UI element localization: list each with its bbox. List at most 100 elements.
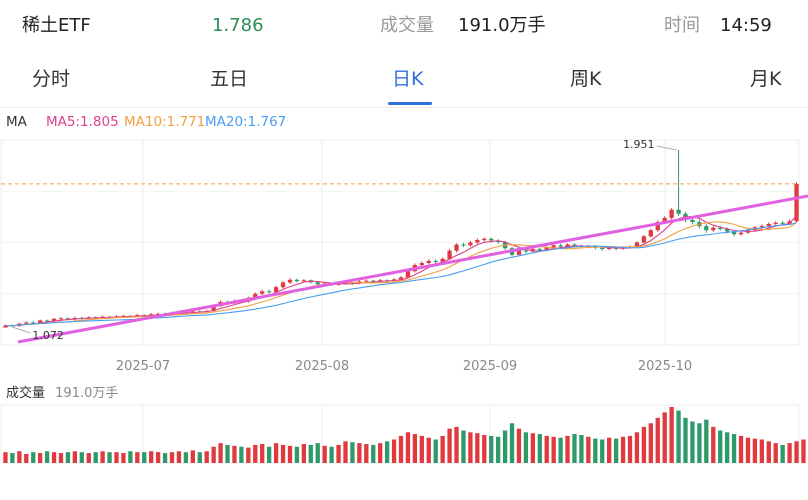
volume-bar bbox=[273, 443, 279, 463]
last-price: 1.786 bbox=[212, 15, 264, 36]
candle bbox=[537, 249, 542, 251]
volume-bar bbox=[579, 435, 584, 463]
volume-bar bbox=[384, 441, 390, 463]
ma20-line bbox=[5, 222, 797, 327]
ma20-value: MA20:1.767 bbox=[205, 114, 287, 130]
tab-weekly-k[interactable]: 周K bbox=[570, 68, 602, 90]
volume-bar bbox=[662, 412, 667, 463]
volume-bar bbox=[253, 444, 258, 463]
candle bbox=[565, 244, 570, 247]
volume-bar bbox=[100, 451, 105, 463]
volume-bar bbox=[440, 435, 445, 463]
candle bbox=[211, 306, 216, 311]
candle bbox=[523, 250, 529, 252]
volume-bar bbox=[669, 407, 674, 463]
candle bbox=[662, 217, 667, 222]
volume-bar bbox=[204, 451, 209, 463]
candle bbox=[648, 230, 653, 237]
candle bbox=[405, 271, 411, 278]
candle bbox=[38, 320, 43, 323]
candle bbox=[440, 258, 445, 262]
volume-panel-value: 191.0万手 bbox=[55, 386, 119, 401]
volume-bar bbox=[239, 446, 244, 463]
volume-bar bbox=[38, 453, 43, 463]
security-name[interactable]: 稀土ETF bbox=[22, 15, 91, 36]
candle bbox=[419, 263, 424, 266]
tab-five-day[interactable]: 五日 bbox=[210, 68, 249, 90]
volume-bar bbox=[343, 441, 348, 463]
candle bbox=[475, 240, 480, 243]
candle bbox=[586, 246, 591, 248]
candle bbox=[454, 244, 459, 251]
volume-bar bbox=[176, 451, 182, 463]
candle bbox=[759, 226, 764, 228]
volume-bar bbox=[17, 451, 22, 463]
volume-bar bbox=[613, 438, 619, 463]
volume-bar bbox=[766, 441, 771, 463]
x-tick-label: 2025-07 bbox=[116, 359, 170, 374]
volume-bar bbox=[530, 433, 535, 463]
candle bbox=[787, 221, 792, 224]
volume-bar bbox=[801, 439, 806, 463]
volume-bar bbox=[600, 439, 605, 463]
volume-bar bbox=[197, 452, 202, 463]
volume-bar bbox=[86, 453, 91, 463]
candle bbox=[558, 245, 563, 247]
volume-bar bbox=[641, 426, 647, 463]
volume-value: 191.0万手 bbox=[458, 15, 546, 36]
volume-bar bbox=[433, 439, 438, 463]
volume-bar bbox=[704, 419, 709, 463]
candle bbox=[315, 282, 320, 285]
volume-bar bbox=[738, 435, 744, 463]
candle bbox=[280, 282, 286, 288]
volume-bar bbox=[516, 428, 522, 463]
volume-bar bbox=[426, 437, 431, 463]
volume-bar bbox=[648, 423, 653, 463]
candle bbox=[489, 238, 494, 241]
candle bbox=[544, 247, 549, 251]
tab-daily-k[interactable]: 日K bbox=[392, 68, 424, 90]
ma-tag[interactable]: MA bbox=[6, 114, 27, 130]
period-tabs: 分时 五日 日K 周K 月K bbox=[0, 58, 808, 106]
volume-bar bbox=[454, 426, 459, 463]
volume-bar bbox=[683, 417, 688, 463]
tab-monthly-k[interactable]: 月K bbox=[750, 68, 782, 90]
candle bbox=[378, 280, 383, 282]
volume-bar bbox=[135, 452, 140, 463]
volume-bar bbox=[142, 452, 147, 463]
min-label-leader bbox=[12, 326, 31, 334]
candle bbox=[607, 247, 612, 250]
volume-bar bbox=[308, 444, 313, 463]
volume-bar bbox=[572, 434, 577, 463]
volume-bar bbox=[162, 453, 168, 463]
candle bbox=[267, 291, 272, 293]
volume-bar bbox=[586, 436, 591, 463]
volume-bar bbox=[329, 446, 334, 463]
volume-bar bbox=[759, 439, 764, 463]
ma5-line bbox=[5, 214, 797, 327]
time-value: 14:59 bbox=[720, 15, 772, 36]
x-tick-label: 2025-08 bbox=[295, 359, 349, 374]
volume-bar bbox=[211, 446, 216, 463]
volume-bar bbox=[72, 451, 78, 463]
candle bbox=[641, 236, 647, 243]
volume-bar bbox=[31, 452, 36, 463]
volume-bar bbox=[405, 432, 411, 463]
volume-bar bbox=[364, 444, 369, 463]
volume-bar bbox=[537, 434, 542, 463]
tab-intraday[interactable]: 分时 bbox=[32, 68, 71, 90]
volume-bar bbox=[267, 446, 272, 463]
volume-bar bbox=[294, 446, 300, 463]
candle bbox=[669, 209, 674, 218]
volume-bar bbox=[745, 437, 751, 463]
candle bbox=[447, 250, 452, 259]
candle bbox=[794, 183, 799, 222]
volume-legend: 成交量 191.0万手 bbox=[6, 385, 118, 403]
candle bbox=[634, 242, 640, 247]
candle bbox=[516, 250, 522, 255]
volume-bar bbox=[787, 443, 792, 463]
candle bbox=[65, 318, 71, 320]
volume-bar bbox=[724, 432, 730, 463]
volume-bar bbox=[225, 444, 230, 463]
